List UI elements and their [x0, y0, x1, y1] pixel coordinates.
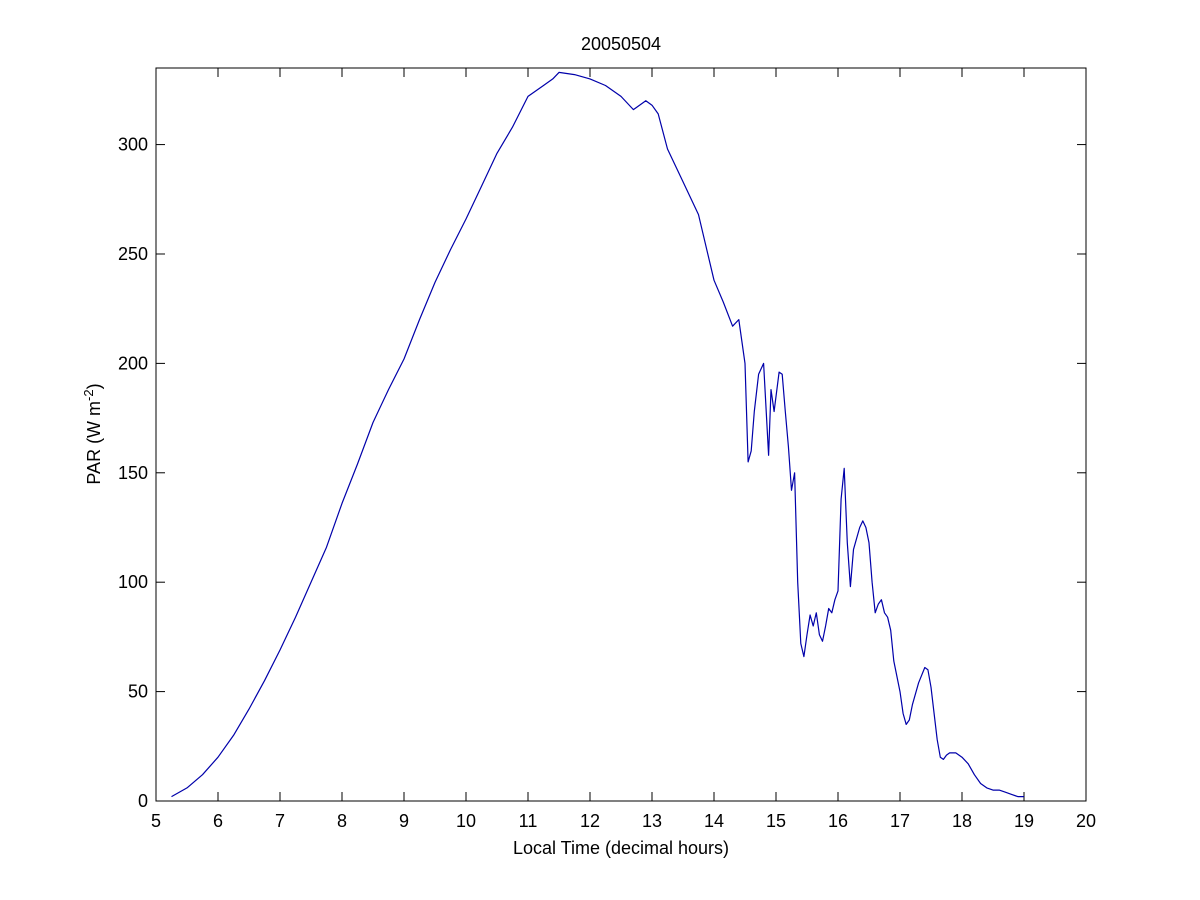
y-tick-label: 200 — [118, 353, 148, 373]
x-tick-label: 18 — [952, 811, 972, 831]
x-tick-label: 5 — [151, 811, 161, 831]
x-tick-label: 11 — [519, 811, 538, 831]
x-tick-label: 12 — [580, 811, 600, 831]
ticks — [155, 68, 1087, 802]
y-tick-labels: 0 50 100 150 200 250 300 — [118, 135, 148, 811]
x-tick-label: 13 — [642, 811, 662, 831]
x-tick-label: 16 — [828, 811, 848, 831]
plot-background — [156, 68, 1086, 801]
x-tick-labels: 5 6 7 8 9 10 11 12 13 14 15 16 17 18 19 20 — [151, 811, 1096, 831]
x-tick-label: 20 — [1076, 811, 1096, 831]
x-tick-label: 19 — [1014, 811, 1034, 831]
y-tick-label: 50 — [128, 682, 148, 702]
x-tick-label: 15 — [766, 811, 786, 831]
y-axis-label-exponent: -2 — [81, 389, 96, 401]
y-axis-label-close: ) — [84, 383, 104, 389]
plot-frame — [155, 67, 1087, 802]
y-tick-label: 150 — [118, 463, 148, 483]
chart-title: 20050504 — [581, 34, 661, 54]
x-tick-label: 17 — [890, 811, 910, 831]
y-tick-label: 250 — [118, 244, 148, 264]
x-axis-label: Local Time (decimal hours) — [513, 838, 729, 858]
x-tick-label: 7 — [275, 811, 285, 831]
y-axis-label-main: PAR (W m — [84, 401, 104, 485]
x-tick-label: 10 — [456, 811, 476, 831]
x-tick-label: 9 — [399, 811, 409, 831]
y-tick-label: 0 — [138, 791, 148, 811]
y-tick-label: 300 — [118, 135, 148, 155]
x-tick-label: 6 — [213, 811, 223, 831]
x-tick-label: 8 — [337, 811, 347, 831]
series-line — [171, 71, 1024, 798]
y-axis-label: PAR (W m-2) — [81, 383, 105, 484]
y-tick-label: 100 — [118, 572, 148, 592]
x-tick-label: 14 — [704, 811, 724, 831]
